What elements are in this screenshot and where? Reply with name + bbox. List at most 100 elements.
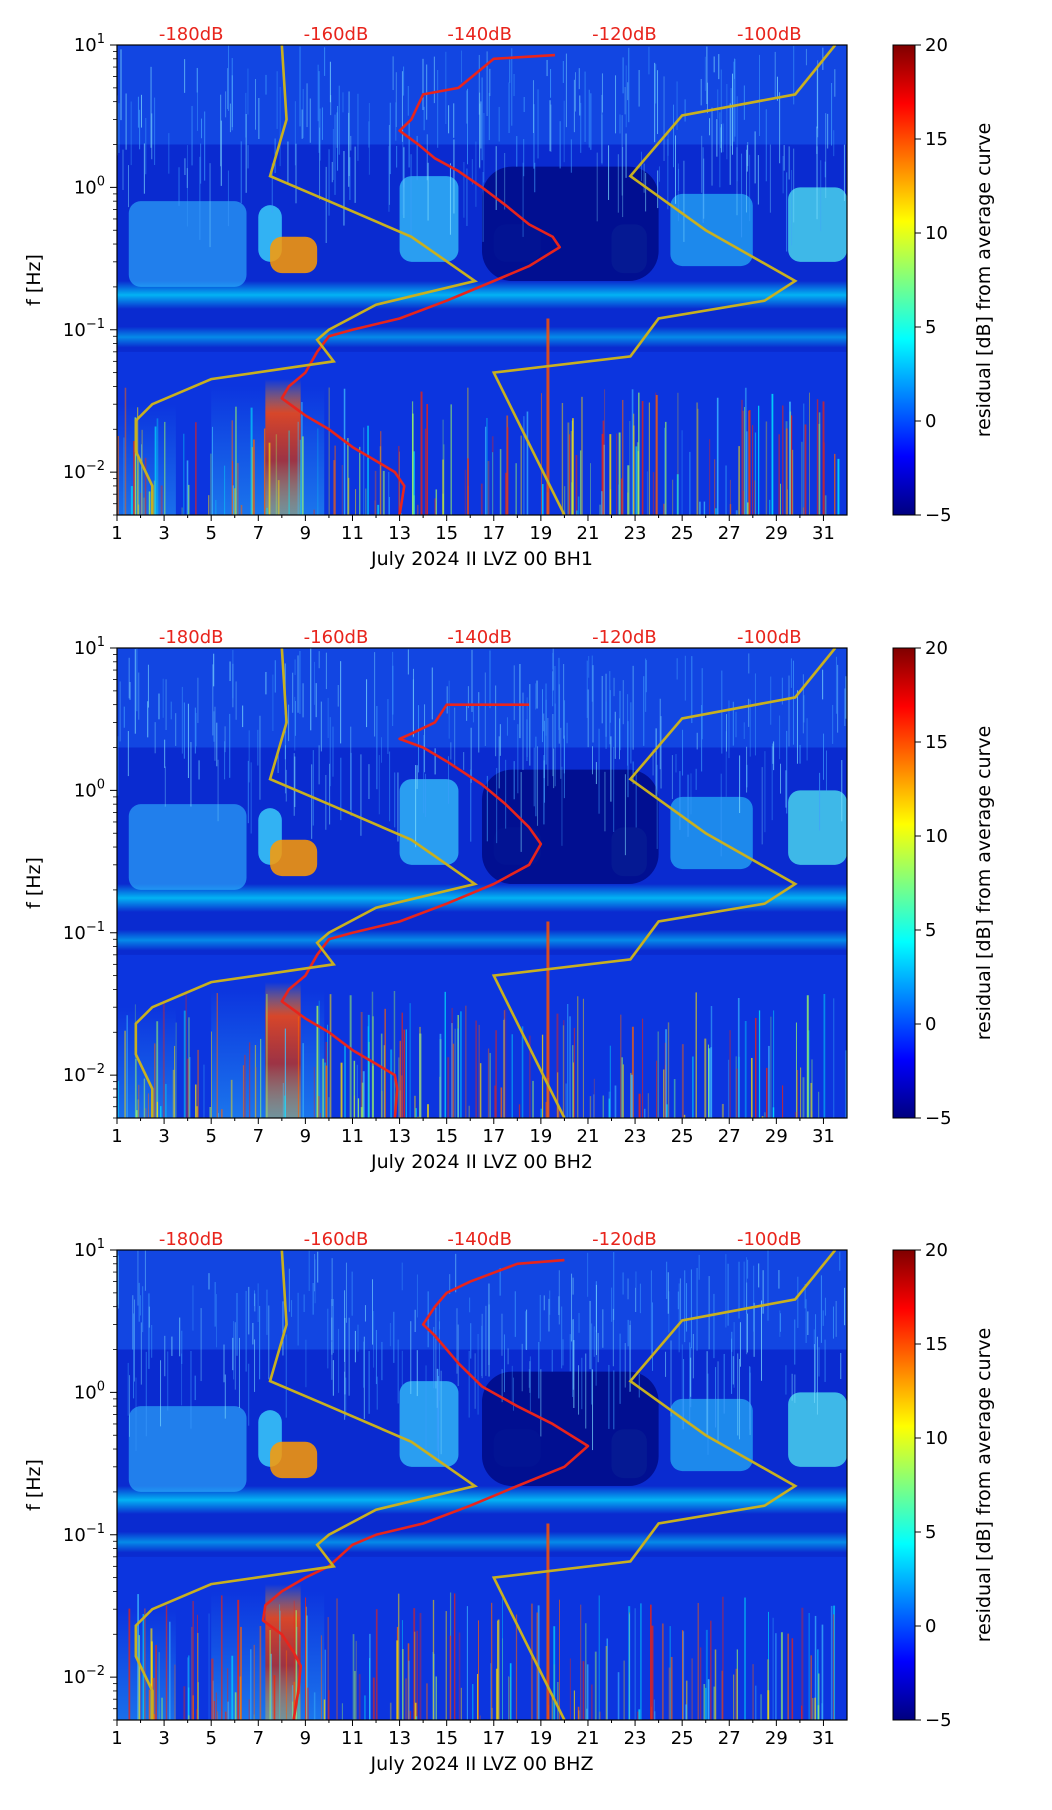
db-scale-label: -180dB	[159, 1229, 224, 1250]
quiet-zone	[482, 166, 659, 282]
y-tick-label: 100	[74, 777, 105, 801]
db-scale-label: -100dB	[737, 1229, 802, 1250]
secondary-band	[117, 1531, 847, 1553]
colorbar-tick-label: −5	[925, 1710, 952, 1731]
x-tick-label: 21	[577, 1728, 600, 1749]
high-noise-model-curve	[491, 45, 837, 515]
colorbar-gradient	[892, 1249, 916, 1721]
colorbar-tick-label: 0	[925, 1616, 936, 1637]
x-tick-label: 27	[718, 1126, 741, 1147]
plot-frame	[116, 647, 848, 1119]
y-tick-label: 10−2	[63, 459, 105, 483]
energy-patch-5	[670, 1398, 753, 1472]
energy-patch-4	[128, 201, 247, 287]
colorbar-tick-label: 20	[925, 638, 948, 659]
db-scale-label: -180dB	[159, 24, 224, 45]
energy-patch-2	[270, 839, 318, 877]
x-tick-label: 31	[812, 523, 835, 544]
db-scale-label: -160dB	[304, 24, 369, 45]
x-tick-label: 27	[718, 1728, 741, 1749]
colorbar-tick-label: 5	[925, 317, 936, 338]
x-tick-label: 19	[529, 1126, 552, 1147]
x-tick-label: 17	[482, 1126, 505, 1147]
x-tick-label: 13	[388, 1728, 411, 1749]
low-noise-model-curve	[134, 45, 479, 515]
energy-patch-3	[399, 176, 459, 262]
colorbar: 20 15 10 5 0 −5 residual [dB] from average cur…	[892, 1240, 995, 1731]
low-freq-glow	[211, 989, 325, 1118]
x-tick-label: 31	[812, 1126, 835, 1147]
db-scale-label: -160dB	[304, 627, 369, 648]
high-freq-band	[117, 648, 847, 748]
x-tick-label: 11	[341, 1728, 364, 1749]
colorbar-tick-label: 0	[925, 411, 936, 432]
x-tick-label: 9	[300, 523, 311, 544]
colorbar-gradient	[892, 647, 916, 1119]
x-axis-label: July 2024 II LVZ 00 BH2	[370, 1151, 593, 1173]
y-tick-label: 101	[74, 32, 105, 56]
colorbar: 20 15 10 5 0 −5 residual [dB] from average cur…	[892, 35, 995, 526]
energy-patch-5	[670, 796, 753, 870]
x-axis-label: July 2024 II LVZ 00 BH1	[370, 548, 593, 570]
x-tick-label: 1	[111, 1126, 122, 1147]
secondary-band	[117, 326, 847, 348]
colorbar-label: residual [dB] from average curve	[973, 123, 995, 438]
x-tick-label: 7	[253, 523, 264, 544]
colorbar-tick-label: 10	[925, 1428, 948, 1449]
colorbar-gradient	[892, 44, 916, 516]
colorbar-tick-label: 20	[925, 35, 948, 56]
colorbar-label: residual [dB] from average curve	[973, 726, 995, 1041]
x-tick-label: 29	[765, 1126, 788, 1147]
x-tick-label: 27	[718, 523, 741, 544]
energy-patch-6	[788, 187, 847, 262]
y-tick-label: 10−2	[63, 1664, 105, 1688]
quiet-zone	[482, 1371, 659, 1487]
plot-frame	[116, 1249, 848, 1721]
energy-patch-3	[399, 779, 459, 865]
spectrogram-image	[117, 45, 847, 515]
colorbar: 20 15 10 5 0 −5 residual [dB] from average cur…	[892, 638, 995, 1129]
x-tick-label: 21	[577, 523, 600, 544]
colorbar-tick-label: 15	[925, 732, 948, 753]
x-tick-label: 9	[300, 1126, 311, 1147]
x-tick-label: 3	[158, 523, 169, 544]
spectrogram-panel-1: 1 3 5 7 9 11 13 15 17 19 21 23 25 27 29 3110110010−110−…	[23, 24, 995, 570]
high-noise-model-curve	[491, 648, 837, 1118]
db-scale-label: -160dB	[304, 1229, 369, 1250]
y-tick-label: 101	[74, 635, 105, 659]
average-curve	[280, 53, 562, 515]
y-axis-label: f [Hz]	[23, 1459, 45, 1511]
db-scale-label: -100dB	[737, 24, 802, 45]
x-tick-label: 23	[624, 1126, 647, 1147]
db-scale-label: -140dB	[447, 1229, 512, 1250]
colorbar-tick-label: 5	[925, 920, 936, 941]
db-scale-label: -120dB	[592, 1229, 657, 1250]
energy-patch-4	[128, 1406, 247, 1492]
x-tick-label: 3	[158, 1126, 169, 1147]
colorbar-tick-label: 10	[925, 223, 948, 244]
x-tick-label: 29	[765, 523, 788, 544]
energy-patch-4	[128, 804, 247, 890]
colorbar-tick-label: 15	[925, 129, 948, 150]
x-tick-label: 17	[482, 523, 505, 544]
y-tick-label: 10−1	[63, 1522, 105, 1546]
x-tick-label: 9	[300, 1728, 311, 1749]
energy-patch-6	[788, 1392, 847, 1467]
y-tick-label: 10−1	[63, 920, 105, 944]
spectrogram-panel-2: 1 3 5 7 9 11 13 15 17 19 21 23 25 27 29 3110110010−110−…	[23, 627, 995, 1173]
energy-patch-3	[399, 1381, 459, 1467]
x-tick-label: 29	[765, 1728, 788, 1749]
colorbar-tick-label: 10	[925, 826, 948, 847]
y-tick-label: 10−1	[63, 317, 105, 341]
db-scale-label: -140dB	[447, 24, 512, 45]
x-tick-label: 11	[341, 523, 364, 544]
x-tick-label: 1	[111, 523, 122, 544]
y-tick-label: 10−2	[63, 1062, 105, 1086]
y-tick-label: 100	[74, 1379, 105, 1403]
colorbar-tick-label: 20	[925, 1240, 948, 1261]
y-tick-label: 100	[74, 174, 105, 198]
plot-frame	[116, 44, 848, 516]
colorbar-tick-label: 15	[925, 1334, 948, 1355]
x-tick-label: 5	[205, 523, 216, 544]
